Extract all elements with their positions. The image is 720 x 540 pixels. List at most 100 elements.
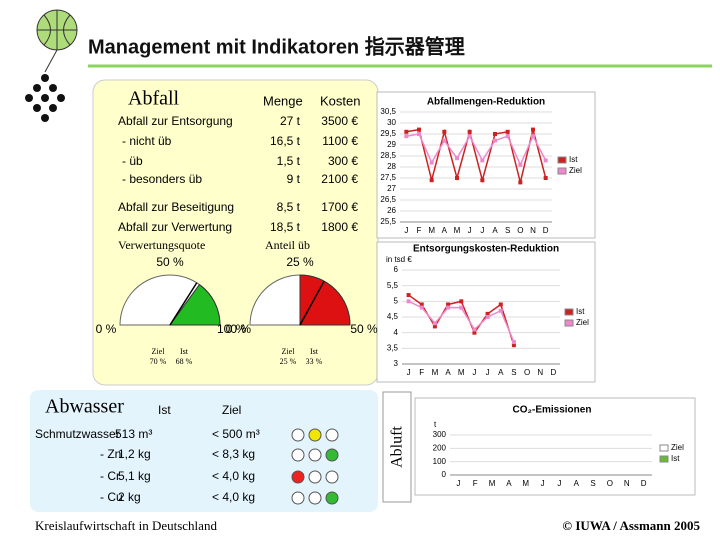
gauge-value: 68 % bbox=[176, 357, 193, 366]
air-label: Abluft bbox=[389, 426, 406, 468]
point bbox=[455, 156, 459, 161]
x-tick-label: J bbox=[541, 479, 545, 488]
legend-swatch bbox=[564, 319, 574, 327]
point bbox=[432, 324, 437, 329]
y-tick-label: 29,5 bbox=[380, 129, 396, 138]
point bbox=[417, 132, 421, 136]
x-tick-label: J bbox=[468, 226, 472, 235]
y-tick-label: 30 bbox=[387, 118, 396, 127]
point bbox=[485, 315, 490, 319]
amount: 8,5 t bbox=[277, 200, 301, 214]
point bbox=[417, 127, 421, 132]
target: < 4,0 kg bbox=[212, 469, 255, 483]
chart-unit: in tsd € bbox=[386, 255, 412, 264]
point bbox=[518, 180, 523, 185]
row-label: Abfall zur Beseitigung bbox=[118, 200, 234, 214]
x-tick-label: A bbox=[506, 479, 512, 488]
x-tick-label: M bbox=[428, 226, 435, 235]
amount: 27 t bbox=[280, 114, 301, 128]
footer-right: © IUWA / Assmann 2005 bbox=[562, 518, 700, 533]
amount: 16,5 t bbox=[270, 134, 301, 148]
x-tick-label: J bbox=[486, 368, 490, 377]
cost: 1700 € bbox=[321, 200, 358, 214]
y-tick-label: 100 bbox=[433, 457, 447, 466]
y-tick-label: 30,5 bbox=[380, 107, 396, 116]
point bbox=[442, 138, 447, 143]
y-tick-label: 29 bbox=[387, 140, 396, 149]
section-title: Abfall bbox=[128, 88, 180, 110]
row-label: Abfall zur Entsorgung bbox=[118, 114, 233, 128]
point bbox=[419, 302, 424, 307]
water-panel bbox=[30, 390, 378, 512]
footer-left: Kreislaufwirtschaft in Deutschland bbox=[35, 518, 217, 533]
y-tick-label: 0 bbox=[442, 470, 447, 479]
series-line bbox=[406, 128, 547, 184]
gauge-legend: Ziel bbox=[282, 347, 296, 356]
status-light bbox=[325, 428, 339, 442]
gauge-scale-label: 0 % bbox=[226, 322, 247, 336]
x-tick-label: O bbox=[524, 368, 530, 377]
x-tick-label: S bbox=[511, 368, 516, 377]
point bbox=[432, 321, 437, 326]
point bbox=[505, 129, 510, 134]
air-label-box bbox=[382, 391, 412, 503]
row-label: - Zn bbox=[100, 447, 121, 461]
x-tick-label: O bbox=[517, 226, 523, 235]
gauge-needle bbox=[169, 282, 198, 326]
x-tick-label: J bbox=[456, 479, 460, 488]
point bbox=[429, 178, 434, 183]
point bbox=[511, 340, 516, 345]
x-tick-label: O bbox=[607, 479, 613, 488]
status-light bbox=[291, 470, 305, 484]
chart-unit: t bbox=[434, 420, 437, 429]
chart-title: CO₂-Emissionen bbox=[513, 405, 592, 416]
column-header: Ist bbox=[158, 403, 171, 417]
point bbox=[543, 158, 548, 163]
cost: 3500 € bbox=[321, 114, 358, 128]
gauge-value: 25 % bbox=[280, 357, 297, 366]
status-light bbox=[291, 491, 305, 505]
gauge-legend: Ist bbox=[310, 347, 319, 356]
point bbox=[511, 343, 516, 348]
point bbox=[455, 176, 459, 180]
column-header: Kosten bbox=[320, 93, 360, 108]
gauge-needle bbox=[299, 280, 325, 326]
y-tick-label: 4 bbox=[394, 328, 399, 337]
gauge-legend: Ist bbox=[180, 347, 189, 356]
point bbox=[485, 311, 490, 316]
series-line bbox=[406, 133, 547, 167]
x-tick-label: S bbox=[590, 479, 595, 488]
y-tick-label: 3 bbox=[394, 359, 399, 368]
chart-title: Entsorgungskosten-Reduktion bbox=[413, 244, 559, 255]
point bbox=[518, 162, 523, 167]
point bbox=[493, 132, 497, 136]
cost: 300 € bbox=[328, 154, 358, 168]
gauge-scale-label: 50 % bbox=[350, 322, 378, 336]
row-label: - üb bbox=[122, 154, 143, 168]
cost: 2100 € bbox=[321, 172, 358, 186]
status-light bbox=[308, 428, 322, 442]
x-tick-label: F bbox=[419, 368, 424, 377]
target: < 500 m³ bbox=[212, 427, 260, 441]
amount: 9 t bbox=[287, 172, 301, 186]
legend-label: Ist bbox=[576, 307, 585, 316]
point bbox=[467, 134, 472, 139]
legend-swatch bbox=[564, 308, 574, 316]
x-tick-label: A bbox=[445, 368, 451, 377]
x-tick-label: A bbox=[442, 226, 448, 235]
point bbox=[446, 305, 451, 310]
x-tick-label: M bbox=[454, 226, 461, 235]
point bbox=[531, 134, 535, 139]
row-label: - besonders üb bbox=[122, 172, 202, 186]
point bbox=[442, 129, 447, 134]
actual: 1,2 kg bbox=[118, 447, 151, 461]
chart-title: Abfallmengen-Reduktion bbox=[427, 97, 545, 108]
actual: 5,1 kg bbox=[118, 469, 151, 483]
point bbox=[493, 138, 497, 143]
x-tick-label: F bbox=[473, 479, 478, 488]
legend-swatch bbox=[557, 167, 567, 175]
gauge-legend: Ziel bbox=[152, 347, 166, 356]
y-tick-label: 300 bbox=[433, 430, 447, 439]
amount: 1,5 t bbox=[277, 154, 301, 168]
